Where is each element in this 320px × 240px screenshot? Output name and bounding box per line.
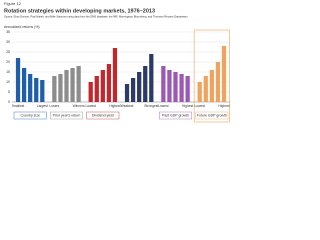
y-tick-label: 30 xyxy=(6,40,10,44)
chart-title: Rotation strategies within developing ma… xyxy=(4,8,155,14)
bar xyxy=(173,72,178,102)
bar xyxy=(179,74,184,102)
bar xyxy=(28,74,33,102)
y-axis-label: Annualized returns (%) xyxy=(4,25,40,29)
bar xyxy=(106,64,112,102)
y-tick-label: 10 xyxy=(6,80,10,84)
bar xyxy=(149,54,154,102)
x-tick-label: Largest xyxy=(37,104,48,108)
bar xyxy=(40,80,45,102)
group-label: Country size xyxy=(20,114,40,118)
y-tick-label: 35 xyxy=(6,30,10,34)
source-note: Source: Elroy Dimson, Paul Marsh, and Mi… xyxy=(4,15,188,19)
bar xyxy=(21,68,27,102)
y-tick-label: 15 xyxy=(6,70,10,74)
bar xyxy=(143,66,148,102)
bar xyxy=(221,46,227,102)
bar xyxy=(137,72,142,102)
bar xyxy=(64,70,69,102)
x-tick-label: Highest xyxy=(109,104,120,108)
group-label-box xyxy=(159,111,192,120)
chart: Figure 12 Rotation strategies within dev… xyxy=(4,1,230,123)
bar xyxy=(15,58,21,102)
y-tick-label: 25 xyxy=(6,50,10,54)
y-tick-label: 0 xyxy=(8,100,10,104)
x-tick-label: Smallest xyxy=(12,104,25,108)
x-tick-label: Losers xyxy=(49,104,59,108)
x-tick-label: Lowest xyxy=(158,104,169,108)
x-tick-label: Lowest xyxy=(194,104,205,108)
bar xyxy=(76,66,81,102)
x-tick-label: Highest xyxy=(182,104,193,108)
y-tick-label: 5 xyxy=(8,90,10,94)
bar xyxy=(197,82,202,102)
group-label-box xyxy=(50,111,83,120)
highlight-box xyxy=(193,29,230,123)
bar xyxy=(34,78,39,102)
bar xyxy=(58,74,63,102)
group-label-box xyxy=(13,111,47,120)
group-label: Prior year's return xyxy=(53,114,81,118)
group-label-box xyxy=(86,111,120,120)
bar xyxy=(94,76,99,102)
figure-label: Figure 12 xyxy=(4,1,22,6)
bar xyxy=(52,76,57,102)
bar xyxy=(70,68,75,102)
bar xyxy=(100,70,105,102)
bar xyxy=(185,76,190,102)
bar xyxy=(124,84,130,102)
y-tick-label: 20 xyxy=(6,60,10,64)
x-tick-label: Lowest xyxy=(85,104,96,108)
group-label: Dividend yield xyxy=(92,114,114,118)
bar xyxy=(161,66,166,102)
bar xyxy=(203,76,208,102)
group-label: Past GDP growth xyxy=(162,114,189,118)
x-tick-label: Strongest xyxy=(144,104,158,108)
bar xyxy=(209,70,214,102)
bar xyxy=(130,78,136,102)
group-label-box xyxy=(195,111,229,120)
x-tick-label: Highest xyxy=(218,104,229,108)
x-tick-label: Winners xyxy=(73,104,85,108)
bar xyxy=(167,70,172,102)
bar xyxy=(112,48,118,102)
bar xyxy=(215,62,221,102)
group-label: Future GDP growth xyxy=(197,114,227,118)
bar xyxy=(88,82,93,102)
x-tick-label: Weakest xyxy=(121,104,134,108)
